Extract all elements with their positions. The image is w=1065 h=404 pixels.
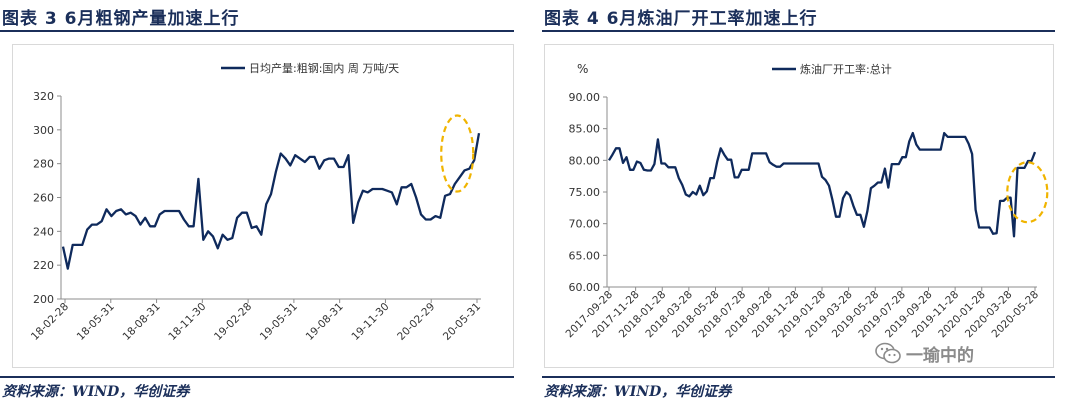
figure-4-title: 图表 4 6月炼油厂开工率加速上行: [544, 9, 818, 29]
y-tick-label: 200: [33, 293, 54, 306]
y-tick-label: 320: [33, 90, 54, 103]
figure-4-panel: 图表 4 6月炼油厂开工率加速上行 炼油厂开工率:总计% 60.00 65.00 70…: [542, 0, 1065, 404]
y-tick-label: 85.00: [569, 123, 601, 136]
legend-label: 炼油厂开工率:总计: [800, 62, 892, 76]
series-line: [608, 131, 1037, 238]
y-tick-label: 75.00: [569, 186, 601, 199]
source-rule: [0, 376, 514, 378]
y-unit-label: %: [577, 62, 588, 76]
x-tick-label: 19-02-28: [212, 301, 254, 343]
title-rule: [542, 30, 1055, 32]
x-tick-label: 19-11-30: [349, 301, 391, 343]
y-tick-label: 80.00: [569, 154, 601, 167]
x-tick-label: 19-08-31: [304, 301, 346, 343]
x-tick-label: 18-05-31: [75, 301, 117, 343]
x-tick-label: 18-02-28: [29, 301, 71, 343]
wechat-watermark: 一瑜中的: [874, 339, 989, 367]
title-rule: [0, 30, 514, 32]
refinery-rate-chart: 炼油厂开工率:总计% 60.00 65.00 70.00 75.00 80.00 85.00…: [563, 62, 1049, 340]
series-line: [61, 132, 481, 270]
x-tick-label: 18-11-30: [166, 301, 208, 343]
highlight-ellipse: [1006, 161, 1049, 224]
x-tick-label: 18-08-31: [120, 301, 162, 343]
refinery-chart-frame: 炼油厂开工率:总计% 60.00 65.00 70.00 75.00 80.00 85.00…: [544, 44, 1054, 368]
y-tick-label: 65.00: [569, 249, 601, 262]
legend: 炼油厂开工率:总计: [772, 62, 892, 76]
figure-3-source: 资料来源：WIND，华创证券: [2, 384, 190, 400]
y-tick-label: 220: [33, 259, 54, 272]
x-tick-label: 20-02-29: [395, 301, 437, 343]
y-tick-label: 300: [33, 124, 54, 137]
legend: 日均产量:粗钢:国内 周 万吨/天: [221, 61, 399, 75]
y-tick-label: 60.00: [569, 281, 601, 294]
source-rule: [542, 376, 1055, 378]
figure-3-title: 图表 3 6月粗钢产量加速上行: [2, 9, 240, 29]
highlight-ellipse: [440, 114, 475, 193]
y-tick-label: 280: [33, 158, 54, 171]
steel-output-chart: 日均产量:粗钢:国内 周 万吨/天 200 220 240 260 280 300 320 18…: [29, 61, 483, 343]
y-tick-label: 240: [33, 225, 54, 238]
y-tick-label: 70.00: [569, 218, 601, 231]
watermark-text: 一瑜中的: [906, 345, 974, 366]
figure-4-source: 资料来源：WIND，华创证券: [544, 384, 732, 400]
legend-label: 日均产量:粗钢:国内 周 万吨/天: [249, 61, 399, 75]
figure-3-panel: 图表 3 6月粗钢产量加速上行 日均产量:粗钢:国内 周 万吨/天 200 220 2…: [0, 0, 520, 404]
x-tick-label: 20-05-31: [441, 301, 483, 343]
y-tick-label: 260: [33, 192, 54, 205]
steel-chart-frame: 日均产量:粗钢:国内 周 万吨/天 200 220 240 260 280 300 320 18…: [12, 44, 514, 368]
wechat-bubble-icon: [875, 342, 901, 364]
x-tick-label: 19-05-31: [258, 301, 300, 343]
y-tick-label: 90.00: [569, 91, 601, 104]
